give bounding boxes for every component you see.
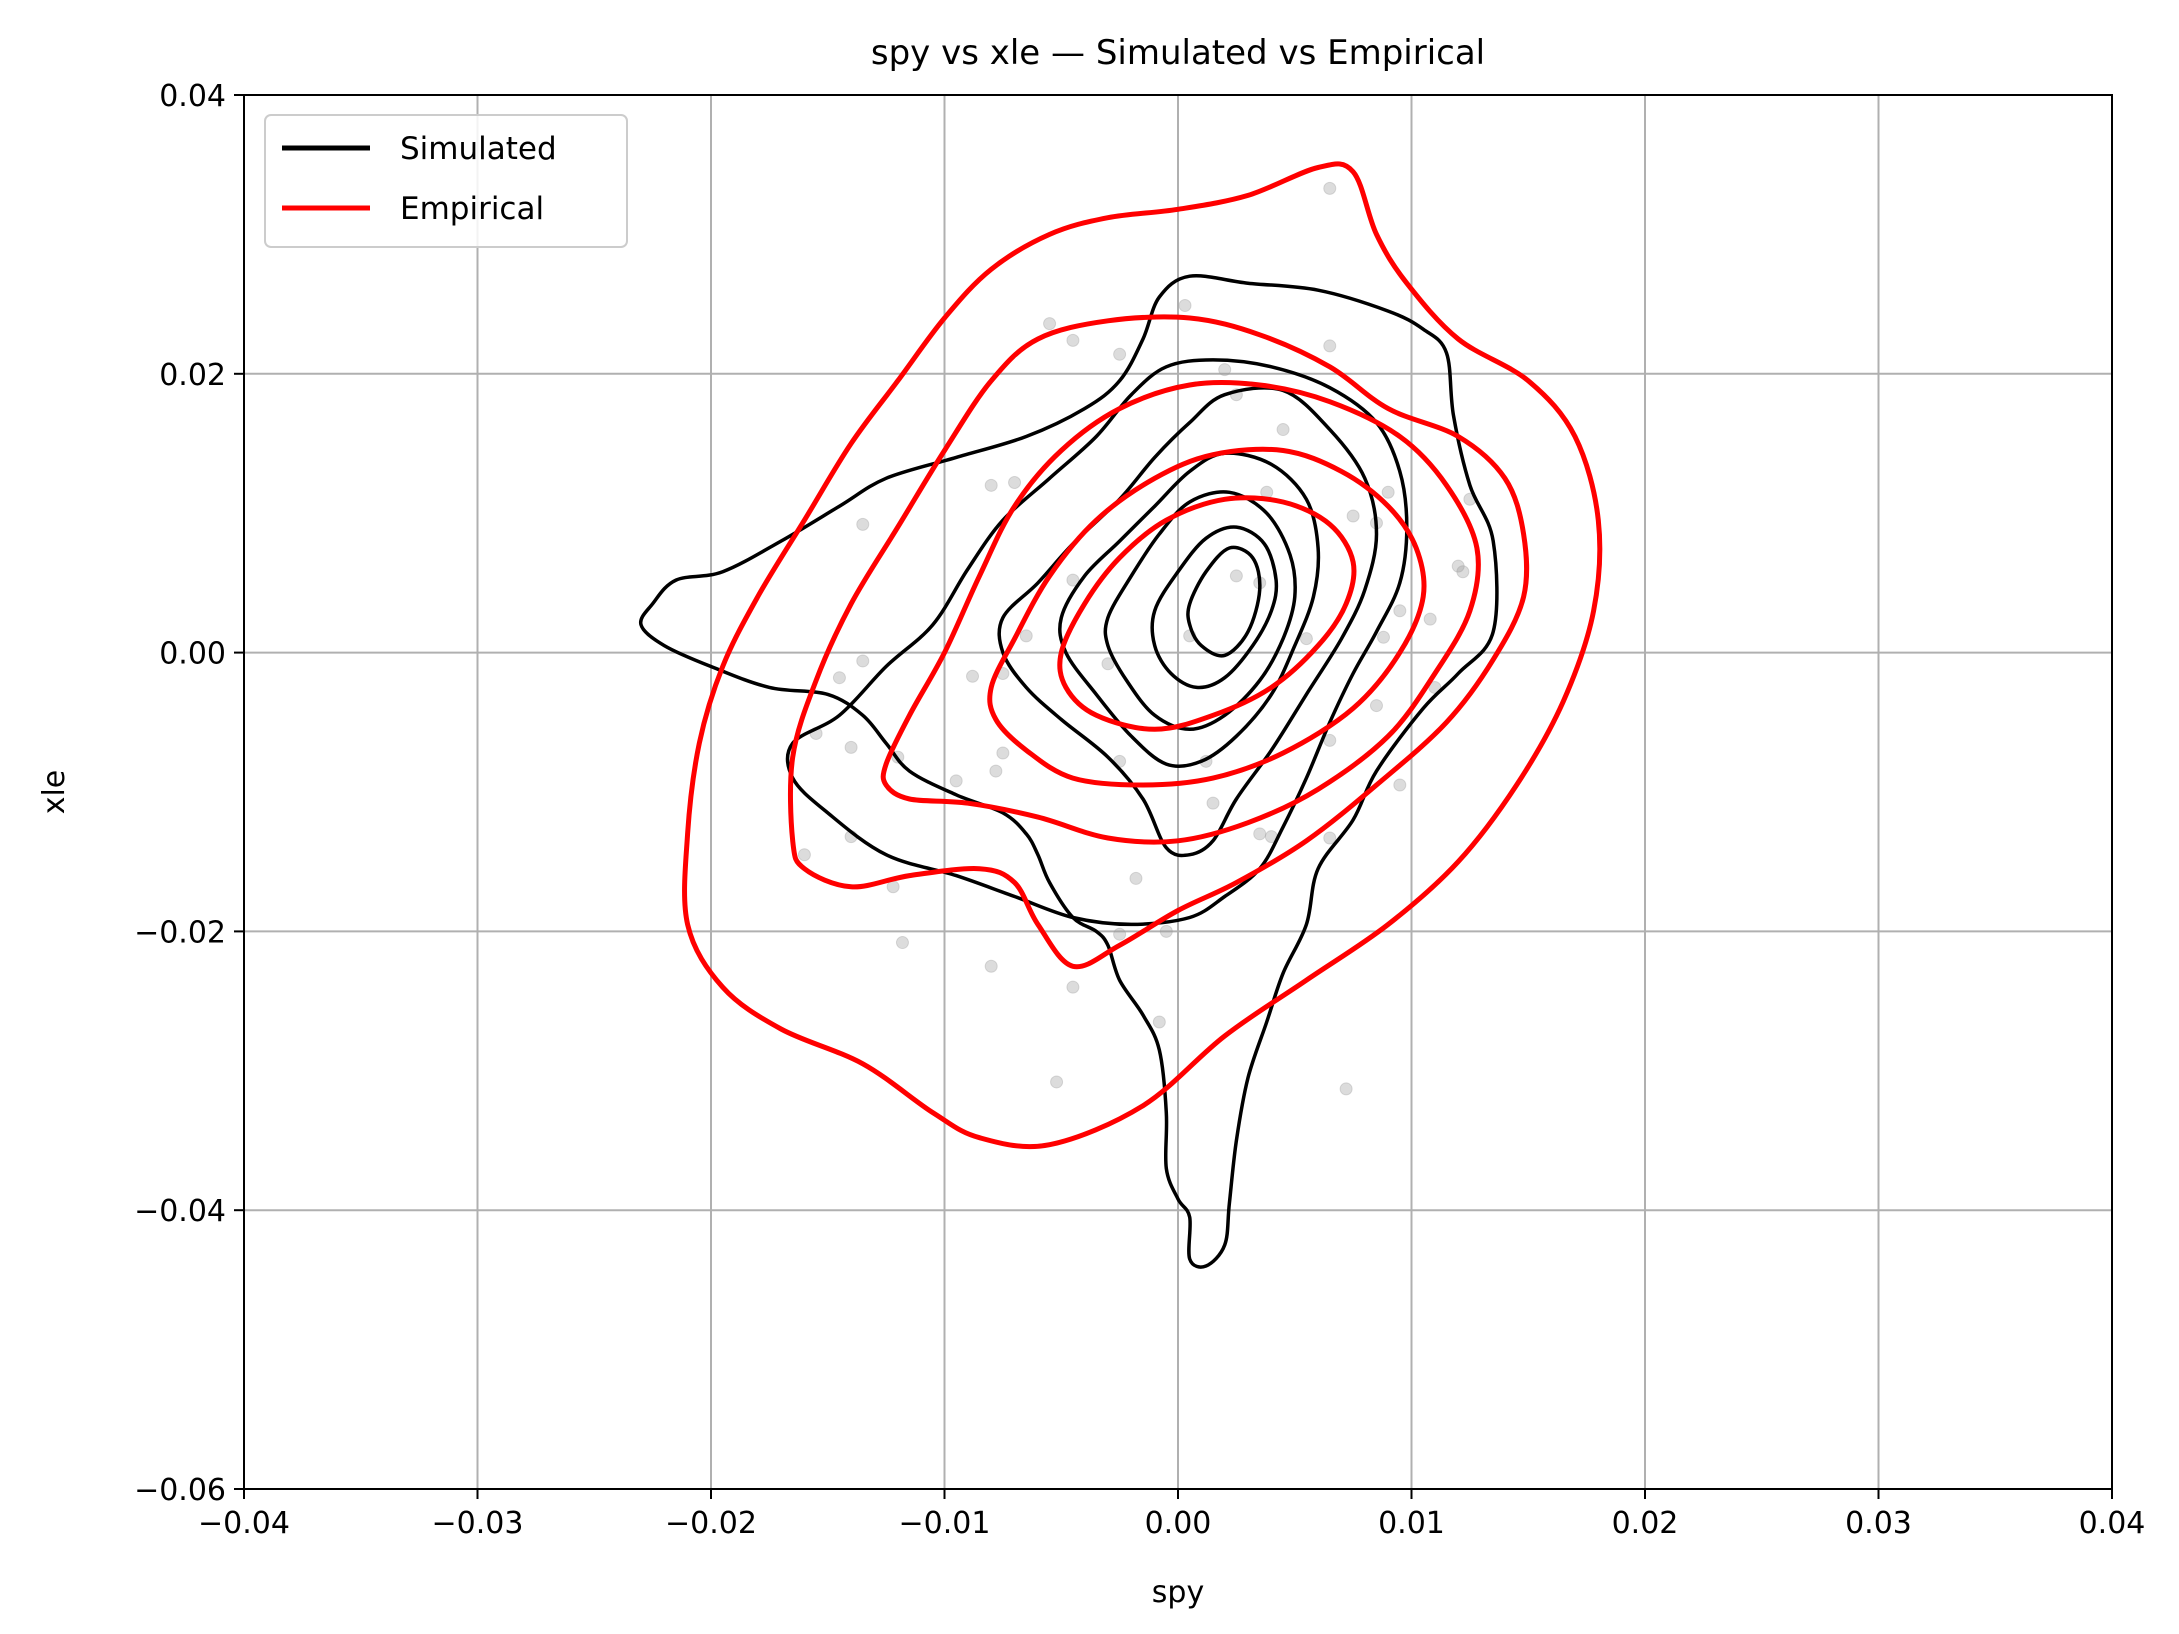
scatter-point — [1113, 347, 1127, 361]
empirical-contour — [787, 314, 1530, 970]
empirical-contour — [682, 161, 1603, 1150]
scatter-point — [1381, 485, 1395, 499]
y-axis-ticks: −0.06 −0.04 −0.02 0.00 0.02 0.04 — [134, 79, 244, 1508]
scatter-point — [1339, 1082, 1353, 1096]
scatter-point — [1323, 831, 1337, 845]
scatter-point — [1253, 827, 1267, 841]
legend-label-simulated: Simulated — [400, 131, 557, 167]
legend-label-empirical: Empirical — [400, 191, 544, 227]
scatter-point — [949, 774, 963, 788]
x-tick-label: 0.03 — [1845, 1506, 1912, 1541]
scatter-point — [832, 671, 846, 685]
empirical-contour — [987, 446, 1427, 788]
scatter-point — [844, 740, 858, 754]
x-axis-ticks: −0.04 −0.03 −0.02 −0.01 0.00 0.01 0.02 0.03 0.04 — [198, 1489, 2145, 1541]
x-tick-label: −0.02 — [665, 1506, 757, 1541]
scatter-point — [1101, 657, 1115, 671]
scatter-point — [1066, 980, 1080, 994]
empirical-contour — [1057, 495, 1357, 732]
y-tick-label: −0.02 — [134, 915, 226, 950]
scatter-point — [1043, 317, 1057, 331]
simulated-contour — [1058, 451, 1321, 769]
scatter-point — [1299, 632, 1313, 646]
scatter-point — [1369, 699, 1383, 713]
x-axis-label: spy — [1152, 1575, 1204, 1610]
y-axis-label: xle — [37, 770, 72, 815]
scatter-points — [797, 181, 1477, 1096]
y-tick-label: 0.02 — [159, 358, 226, 393]
scatter-point — [1066, 573, 1080, 587]
scatter-point — [1451, 559, 1465, 573]
scatter-point — [1276, 423, 1290, 437]
scatter-point — [1129, 871, 1143, 885]
x-tick-label: −0.01 — [899, 1506, 991, 1541]
x-tick-label: 0.02 — [1612, 1506, 1679, 1541]
scatter-point — [1346, 509, 1360, 523]
scatter-point — [1428, 680, 1442, 694]
scatter-point — [1008, 476, 1022, 490]
y-tick-label: −0.04 — [134, 1194, 226, 1229]
scatter-point — [1323, 339, 1337, 353]
scatter-point — [797, 848, 811, 862]
scatter-point — [1159, 924, 1173, 938]
empirical-contour — [880, 379, 1481, 845]
scatter-point — [1423, 612, 1437, 626]
scatter-point — [856, 517, 870, 531]
x-tick-label: 0.00 — [1145, 1506, 1212, 1541]
scatter-point — [989, 764, 1003, 778]
simulated-contour — [1186, 545, 1262, 658]
x-tick-label: −0.03 — [432, 1506, 524, 1541]
legend: Simulated Empirical — [264, 114, 628, 248]
empirical-contours — [682, 161, 1603, 1150]
simulated-contour — [1150, 525, 1279, 690]
scatter-point — [895, 936, 909, 950]
simulated-contour — [997, 386, 1379, 858]
chart-title: spy vs xle — Simulated vs Empirical — [871, 33, 1485, 73]
scatter-point — [1178, 298, 1192, 312]
scatter-point — [1050, 1075, 1064, 1089]
scatter-point — [984, 478, 998, 492]
x-tick-label: 0.01 — [1378, 1506, 1445, 1541]
y-tick-label: 0.04 — [159, 79, 226, 114]
scatter-point — [1218, 363, 1232, 377]
scatter-point — [966, 669, 980, 683]
simulated-contour — [638, 273, 1499, 1269]
x-tick-label: −0.04 — [198, 1506, 290, 1541]
y-tick-label: −0.06 — [134, 1473, 226, 1508]
y-tick-label: 0.00 — [159, 637, 226, 672]
scatter-point — [1323, 181, 1337, 195]
scatter-point — [856, 654, 870, 668]
scatter-point — [1393, 604, 1407, 618]
scatter-point — [1206, 796, 1220, 810]
scatter-point — [1229, 569, 1243, 583]
scatter-point — [1019, 629, 1033, 643]
scatter-point — [1376, 630, 1390, 644]
x-tick-label: 0.04 — [2079, 1506, 2146, 1541]
scatter-point — [1152, 1015, 1166, 1029]
scatter-point — [1393, 778, 1407, 792]
scatter-point — [996, 746, 1010, 760]
scatter-point — [984, 959, 998, 973]
scatter-point — [1113, 927, 1127, 941]
scatter-point — [1456, 565, 1470, 579]
scatter-point — [1066, 333, 1080, 347]
